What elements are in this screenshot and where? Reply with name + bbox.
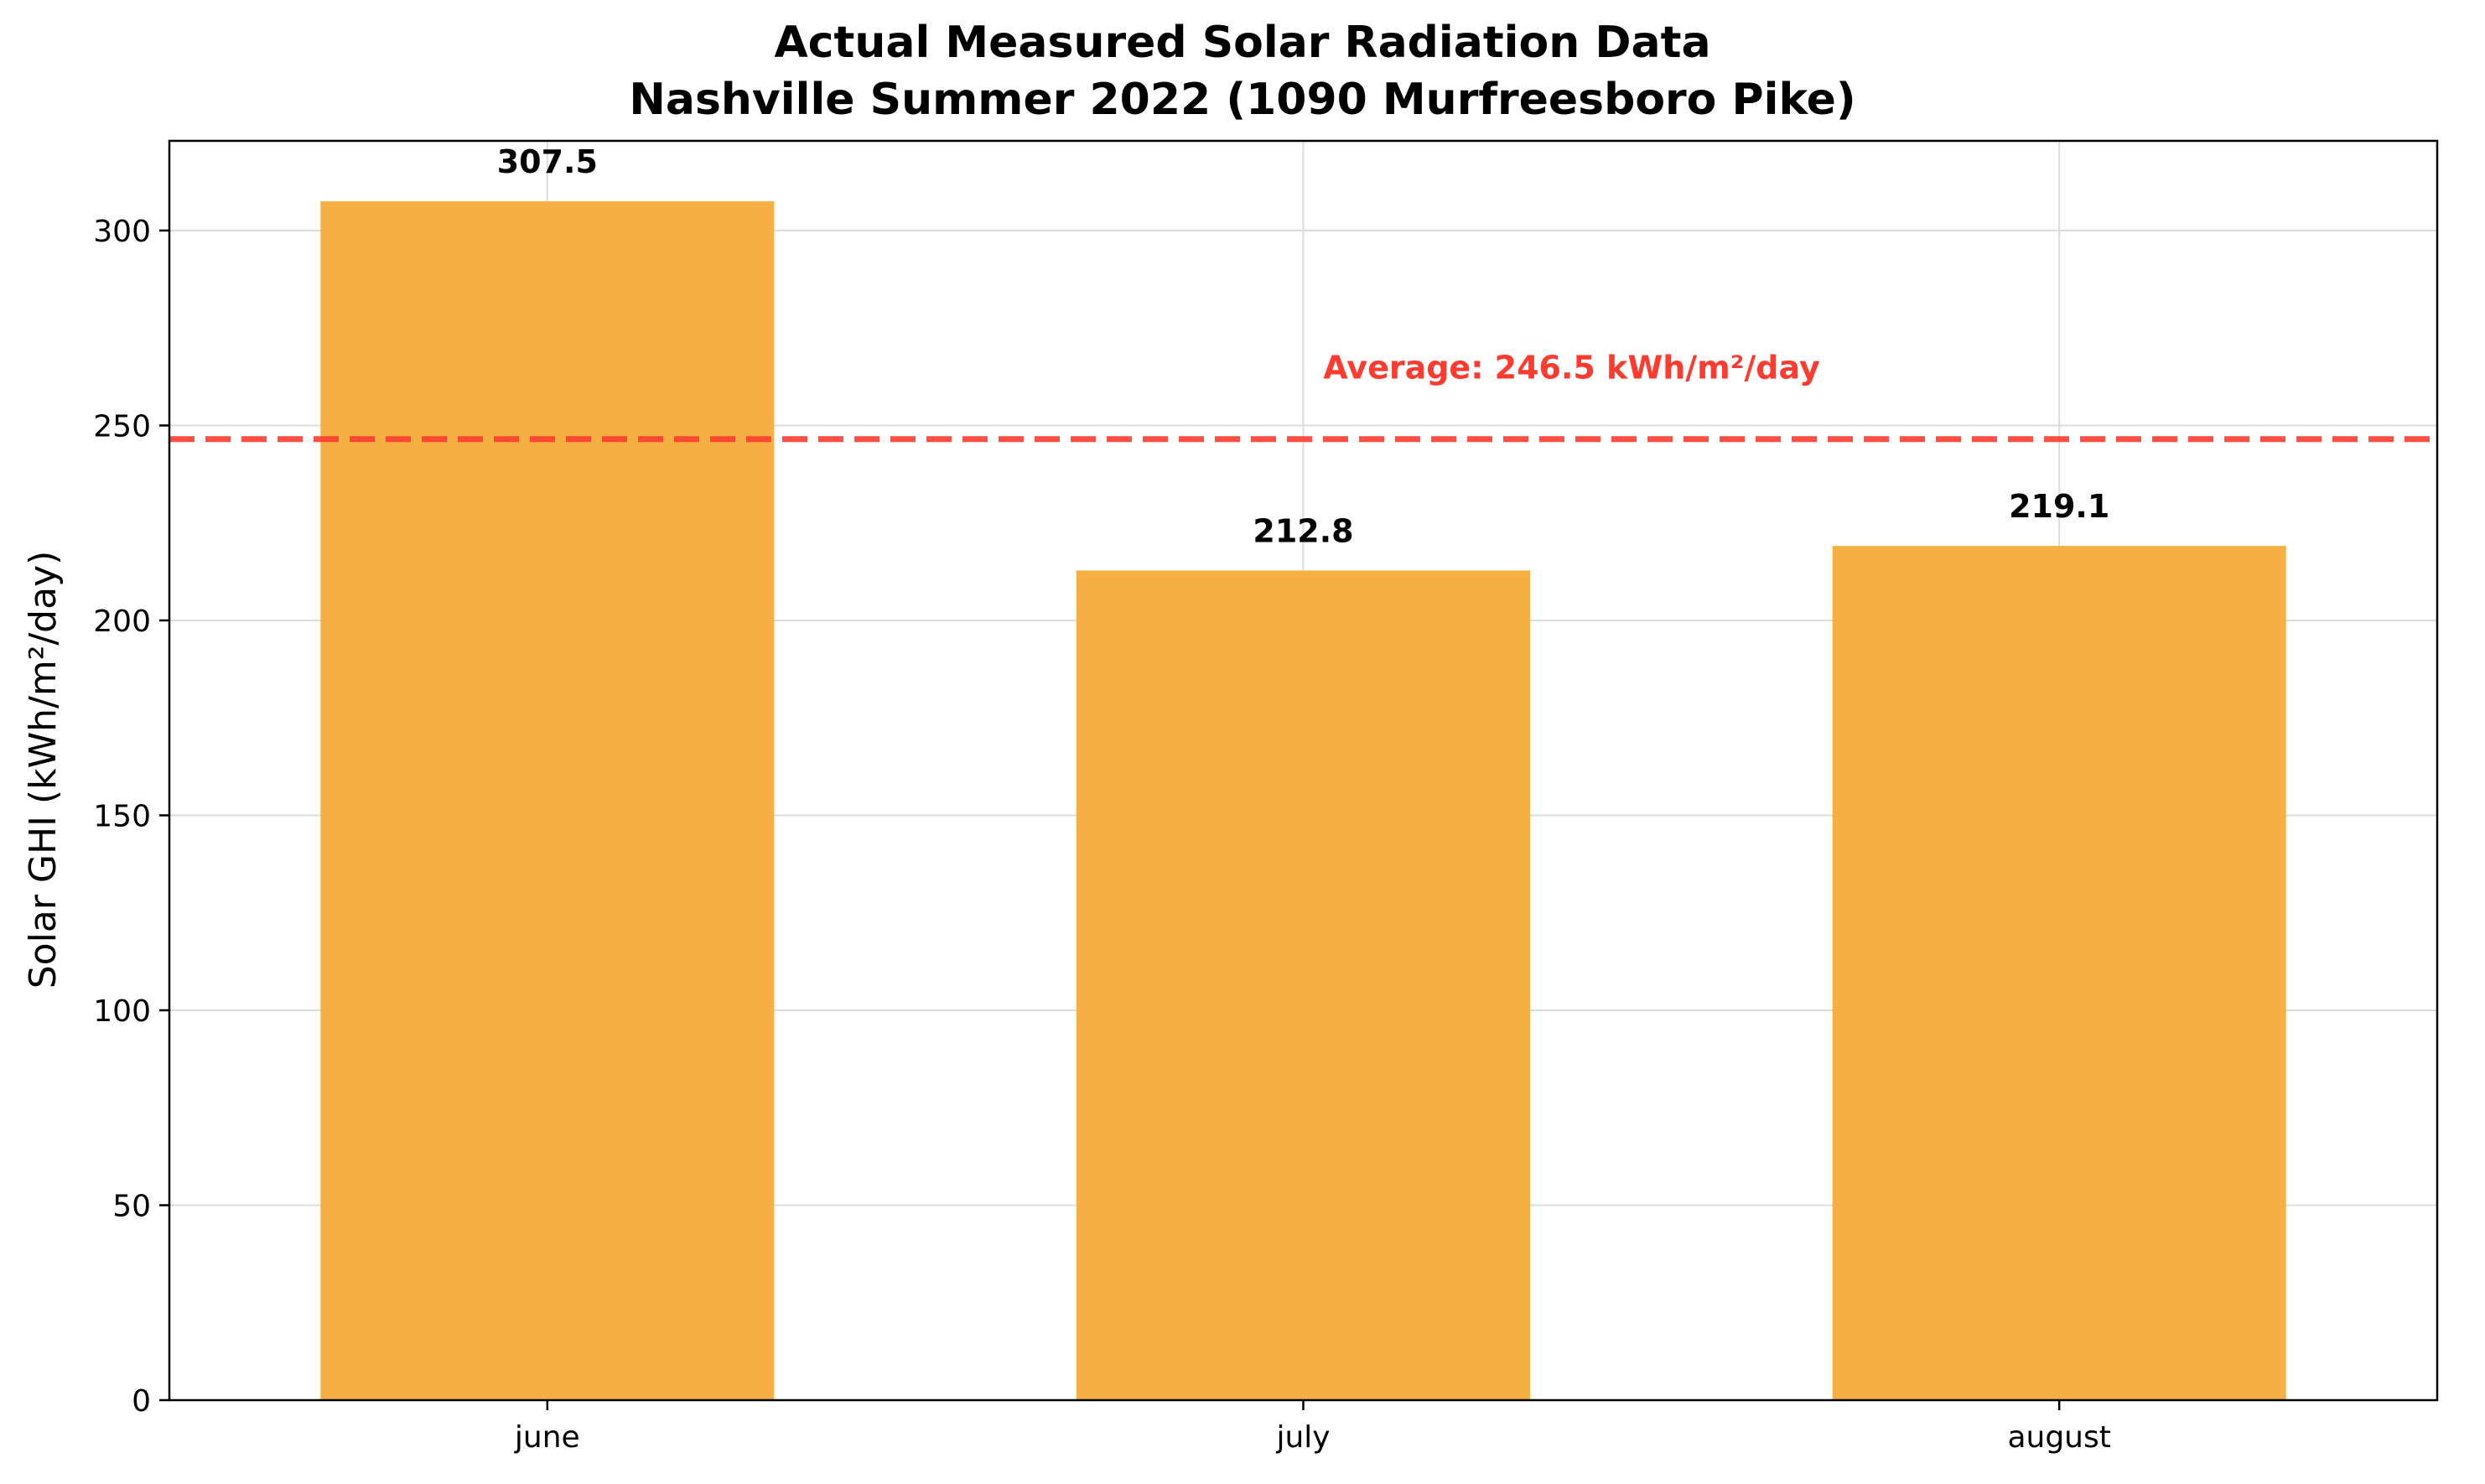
x-tick-label: august: [2007, 1420, 2110, 1455]
chart-subtitle: Nashville Summer 2022 (1090 Murfreesboro…: [629, 75, 1855, 125]
bars: [320, 201, 2286, 1400]
bar-value-label: 212.8: [1253, 512, 1353, 549]
y-tick-label: 50: [112, 1189, 151, 1223]
y-axis-ticks: 0 50 100 150 200 250 300: [93, 215, 169, 1419]
bar-value-labels: 307.5 212.8 219.1: [497, 143, 2110, 549]
y-tick-label: 100: [93, 994, 151, 1029]
y-tick-label: 200: [93, 604, 151, 639]
chart-title: Actual Measured Solar Radiation Data: [774, 18, 1710, 68]
bar-value-label: 307.5: [497, 143, 598, 180]
y-tick-label: 250: [93, 409, 151, 444]
x-tick-label: july: [1275, 1420, 1330, 1455]
bar: [1076, 570, 1530, 1400]
y-tick-label: 150: [93, 799, 151, 833]
bar: [320, 201, 775, 1400]
average-label: Average: 246.5 kWh/m²/day: [1323, 350, 1820, 387]
x-axis-ticks: june july august: [514, 1400, 2111, 1455]
y-tick-label: 0: [132, 1384, 151, 1419]
x-tick-label: june: [514, 1420, 580, 1455]
bar-value-label: 219.1: [2009, 488, 2109, 525]
average-line-group: Average: 246.5 kWh/m²/day: [169, 350, 2437, 443]
y-axis-label: Solar GHI (kWh/m²/day): [22, 551, 65, 989]
bar: [1832, 546, 2286, 1400]
y-tick-label: 300: [93, 215, 151, 249]
